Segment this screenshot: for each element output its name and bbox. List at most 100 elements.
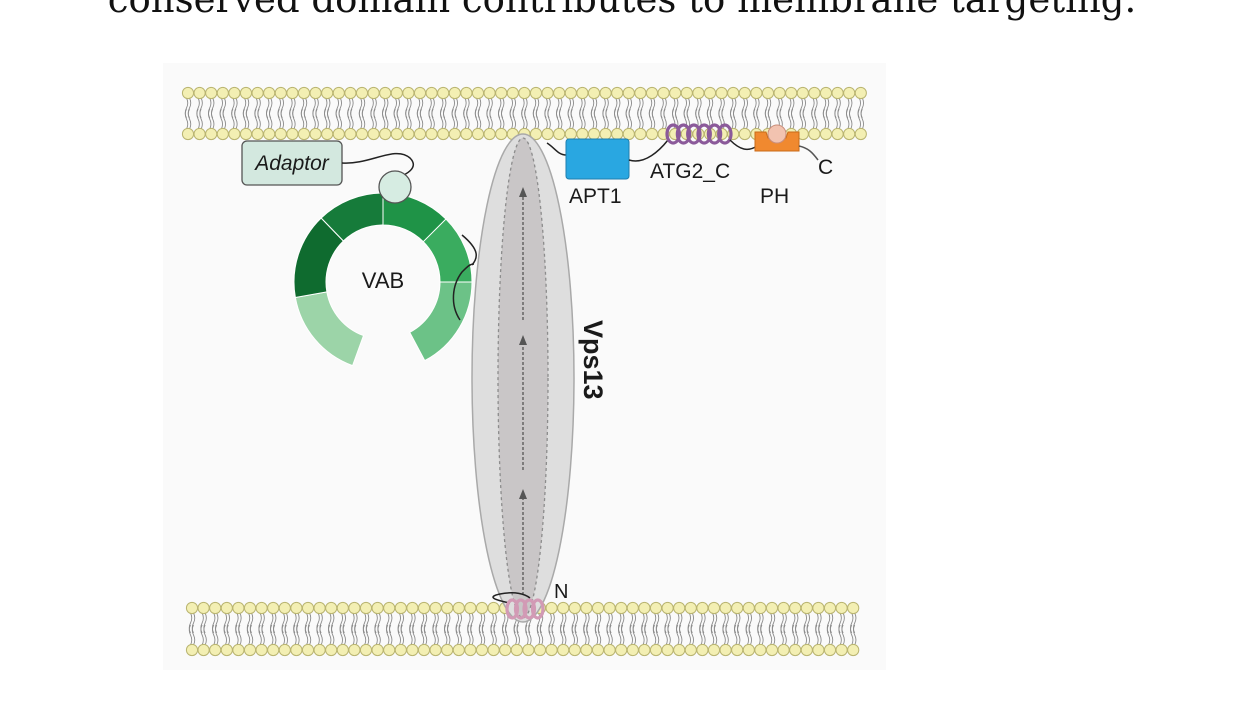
lipid-head (452, 601, 465, 615)
atg2c-helix-turn (686, 123, 702, 145)
lipid-tail (365, 624, 370, 646)
lipid-tail (849, 108, 853, 130)
lipid-head (263, 86, 276, 100)
lipid-head (371, 643, 384, 657)
lipid-tail (386, 624, 390, 646)
lipid-tail (846, 108, 850, 130)
adaptor-label: Adaptor (253, 152, 330, 175)
lipid-tails (188, 612, 857, 646)
lipid-tail (400, 624, 404, 646)
lipid-head (255, 601, 268, 615)
lipid-tail (640, 108, 644, 130)
lipid-head (580, 643, 593, 657)
lipid-tail (528, 624, 532, 646)
lipid-tail (548, 624, 552, 646)
lipid-head (557, 643, 570, 657)
lipid-head (220, 601, 233, 615)
lipid-tail (266, 108, 270, 130)
lipid-tail (788, 108, 792, 130)
lipid-head (301, 601, 315, 615)
lipid-tail (203, 624, 207, 646)
lipid-tail (444, 624, 448, 646)
lipid-head (603, 643, 616, 657)
lipid-head (823, 643, 837, 657)
lipid-tail (802, 108, 806, 130)
lipid-tail (641, 624, 645, 646)
lipid-head (475, 601, 489, 615)
n-terminus-label: N (554, 581, 568, 603)
lipid-tail (525, 624, 529, 646)
transport-arrowhead-3 (519, 187, 527, 197)
lipid-tail (281, 624, 285, 646)
linker-rod-apt1 (546, 142, 567, 156)
lipid-tail (269, 108, 273, 130)
lipid-tail (382, 108, 386, 130)
lipid-head (789, 601, 802, 615)
lipid-head (417, 643, 431, 657)
lipid-tail (292, 108, 296, 130)
apt1-label: APT1 (569, 185, 622, 208)
lipid-tail (857, 108, 861, 130)
lipid-head (367, 127, 380, 141)
lipid-head (487, 643, 500, 657)
lipid-head (545, 643, 558, 657)
lipid-head (568, 601, 581, 615)
lipid-head (448, 127, 461, 141)
lipid-tail (767, 108, 772, 130)
lipid-tail (710, 624, 715, 646)
lipid-tail (208, 108, 212, 130)
lipid-head (626, 643, 639, 657)
lipid-tail (350, 108, 354, 130)
lipid-head (649, 643, 663, 657)
lipid-tail (632, 624, 636, 646)
lipid-tail (571, 624, 575, 646)
lipid-head (831, 127, 844, 141)
lipid-head (587, 86, 601, 100)
atg2c-helix-turn (706, 123, 723, 145)
lipid-tail (625, 108, 629, 130)
lipid-tail (212, 624, 216, 646)
lipid-head (232, 601, 245, 615)
lipid-head (599, 86, 612, 100)
lipid-tail (393, 108, 397, 130)
lipid-tail (324, 108, 328, 130)
lipid-tail (679, 624, 683, 646)
c-terminus-label: C (818, 156, 833, 179)
lipid-head (692, 86, 705, 100)
lipid-tail (532, 108, 537, 130)
lipid-head (599, 127, 612, 141)
lipid-tail (351, 624, 355, 646)
lipid-tail (447, 624, 451, 646)
lipid-head (278, 601, 291, 615)
lipid-tail (563, 624, 567, 646)
lipid-tail (200, 624, 204, 646)
lipid-tail (327, 108, 331, 130)
lipid-head (394, 643, 407, 657)
lipid-tail (574, 624, 578, 646)
lipid-head (313, 601, 326, 615)
lipid-tail (826, 624, 831, 646)
lipid-head (220, 643, 233, 657)
lipid-tail (536, 624, 541, 646)
lipid-tail (405, 108, 409, 130)
linker-apt1-atg2c (628, 139, 669, 162)
ph-label: PH (760, 185, 789, 208)
lipid-tail (733, 108, 737, 130)
lipid-head (297, 86, 311, 100)
lipid-tail (757, 624, 761, 646)
lipid-head (413, 127, 427, 141)
lipid-tail (455, 624, 459, 646)
vps13-label: Vps13 (578, 320, 608, 400)
lipid-tail (521, 108, 525, 130)
lipid-tail (795, 624, 799, 646)
lipid-head (232, 643, 245, 657)
lipid-head (645, 127, 659, 141)
lipid-head (297, 127, 311, 141)
lipid-head (854, 86, 867, 100)
lipid-tail (734, 624, 738, 646)
lipid-tail (756, 108, 760, 130)
lipid-head (309, 127, 322, 141)
lipid-head (611, 127, 624, 141)
lipid-tail (296, 624, 300, 646)
lipid-tail (803, 624, 807, 646)
